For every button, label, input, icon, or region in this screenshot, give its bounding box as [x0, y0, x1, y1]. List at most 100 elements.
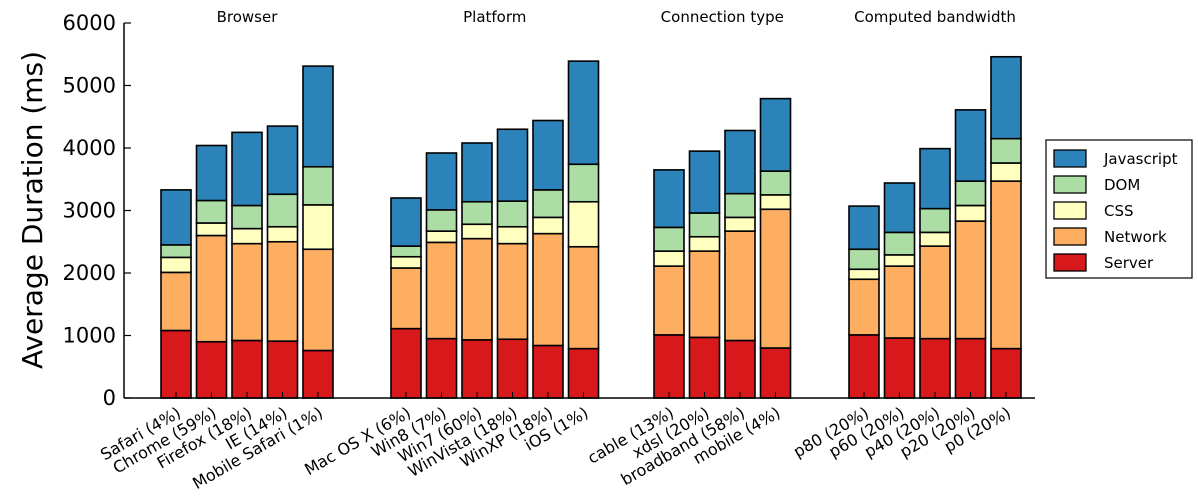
bar-dom-ios-1: [567, 163, 600, 203]
y-axis: 0 1000 2000 3000 4000 5000 6000: [63, 11, 131, 410]
bar-javascript-win8-7: [425, 152, 458, 211]
bar-network-p80-20: [848, 278, 880, 336]
bar-javascript-chrome-59: [195, 144, 228, 202]
group-title-computed-bandwidth: Computed bandwidth: [854, 8, 1016, 26]
group-title-connection-type: Connection type: [661, 8, 784, 26]
bar-network-firefox-18: [231, 242, 263, 342]
bar-javascript-firefox-18: [231, 131, 263, 207]
bar-css-mac-os-x-6: [390, 255, 422, 269]
bar-dom-cable-13: [653, 226, 685, 252]
bar-network-mac-os-x-6: [390, 267, 422, 330]
y-tick-label: 6000: [63, 11, 116, 35]
bar-network-broadband-58: [724, 230, 756, 342]
bar-dom-winvista-18: [496, 200, 529, 228]
bar-dom-safari-4: [160, 244, 192, 259]
bar-javascript-p40-20: [919, 147, 951, 210]
bar-server-p40-20: [919, 337, 951, 399]
bar-dom-p0-20: [990, 137, 1022, 164]
bar-css-winvista-18: [496, 225, 529, 245]
bar-css-chrome-59: [195, 222, 228, 237]
bar-network-safari-4: [160, 271, 192, 332]
bar-css-broadband-58: [724, 216, 756, 232]
bar-network-cable-13: [653, 265, 685, 336]
bar-css-p0-20: [990, 162, 1022, 182]
group-titles: Browser Platform Connection type Computed b…: [217, 8, 1016, 26]
legend: Javascript DOM CSS Network Server: [1045, 139, 1193, 279]
y-tick-label: 5000: [63, 74, 116, 98]
y-tick-label: 0: [103, 386, 116, 410]
bar-server-xdsl-20: [688, 336, 721, 399]
bar-server-p80-20: [848, 334, 880, 399]
bar-css-win8-7: [425, 230, 458, 244]
bar-javascript-mobile-safari-1: [302, 65, 334, 168]
bar-network-ie-14: [266, 240, 299, 342]
bar-dom-p60-20: [883, 231, 916, 256]
legend-label-network: Network: [1104, 228, 1167, 246]
bar-server-p20-20: [954, 337, 987, 399]
bar-javascript-winvista-18: [496, 128, 529, 202]
bar-javascript-mobile-4: [759, 97, 792, 172]
bar-server-firefox-18: [231, 339, 263, 399]
bar-css-winxp-18: [532, 216, 564, 235]
bar-network-win8-7: [425, 241, 458, 340]
bar-css-xdsl-20: [688, 235, 721, 252]
bar-dom-p40-20: [919, 207, 951, 234]
bar-dom-mobile-safari-1: [302, 165, 334, 206]
bar-javascript-p60-20: [883, 182, 916, 234]
y-tick-label: 3000: [63, 199, 116, 223]
legend-swatch-css: [1053, 201, 1087, 220]
bar-server-chrome-59: [195, 340, 228, 399]
bar-network-ios-1: [567, 245, 600, 350]
legend-label-css: CSS: [1104, 202, 1134, 220]
bar-network-p20-20: [954, 220, 987, 340]
bar-javascript-win7-60: [461, 142, 493, 203]
bar-javascript-ios-1: [567, 60, 600, 166]
bar-network-mobile-4: [759, 208, 792, 349]
bar-css-ios-1: [567, 200, 600, 248]
bar-server-ie-14: [266, 340, 299, 399]
bar-dom-win8-7: [425, 209, 458, 232]
bar-server-ios-1: [567, 347, 600, 399]
bar-css-firefox-18: [231, 227, 263, 245]
bar-javascript-p20-20: [954, 109, 987, 182]
bar-dom-firefox-18: [231, 204, 263, 230]
bar-css-ie-14: [266, 225, 299, 243]
bar-server-p0-20: [990, 347, 1022, 399]
bar-server-mobile-4: [759, 347, 792, 399]
y-tick-label: 2000: [63, 261, 116, 285]
bar-css-cable-13: [653, 250, 685, 267]
bar-dom-win7-60: [461, 200, 493, 226]
y-tick-label: 4000: [63, 136, 116, 160]
bar-dom-p80-20: [848, 248, 880, 271]
bar-network-mobile-safari-1: [302, 248, 334, 352]
legend-label-javascript: Javascript: [1103, 150, 1178, 168]
bar-network-chrome-59: [195, 234, 228, 343]
bar-css-p60-20: [883, 254, 916, 267]
bars-layer: [160, 55, 1022, 399]
bar-network-winvista-18: [496, 242, 529, 341]
bar-javascript-mac-os-x-6: [390, 197, 422, 247]
legend-swatch-server: [1053, 253, 1087, 272]
bar-network-p60-20: [883, 265, 916, 339]
bar-server-winvista-18: [496, 338, 529, 399]
bar-dom-p20-20: [954, 180, 987, 207]
bar-javascript-winxp-18: [532, 119, 564, 191]
bar-css-mobile-4: [759, 194, 792, 211]
bar-javascript-broadband-58: [724, 129, 756, 195]
bar-dom-winxp-18: [532, 189, 564, 219]
bar-dom-broadband-58: [724, 192, 756, 219]
bar-server-winxp-18: [532, 344, 564, 399]
bar-javascript-p0-20: [990, 55, 1022, 140]
legend-label-server: Server: [1104, 254, 1154, 272]
legend-swatch-dom: [1053, 175, 1087, 194]
bar-javascript-p80-20: [848, 205, 880, 251]
bar-javascript-ie-14: [266, 125, 299, 196]
bar-server-broadband-58: [724, 339, 756, 399]
bar-dom-mobile-4: [759, 170, 792, 196]
bar-server-safari-4: [160, 329, 192, 399]
bar-server-mobile-safari-1: [302, 349, 334, 399]
group-title-browser: Browser: [217, 8, 279, 26]
y-tick-label: 1000: [63, 324, 116, 348]
bar-server-p60-20: [883, 337, 916, 399]
